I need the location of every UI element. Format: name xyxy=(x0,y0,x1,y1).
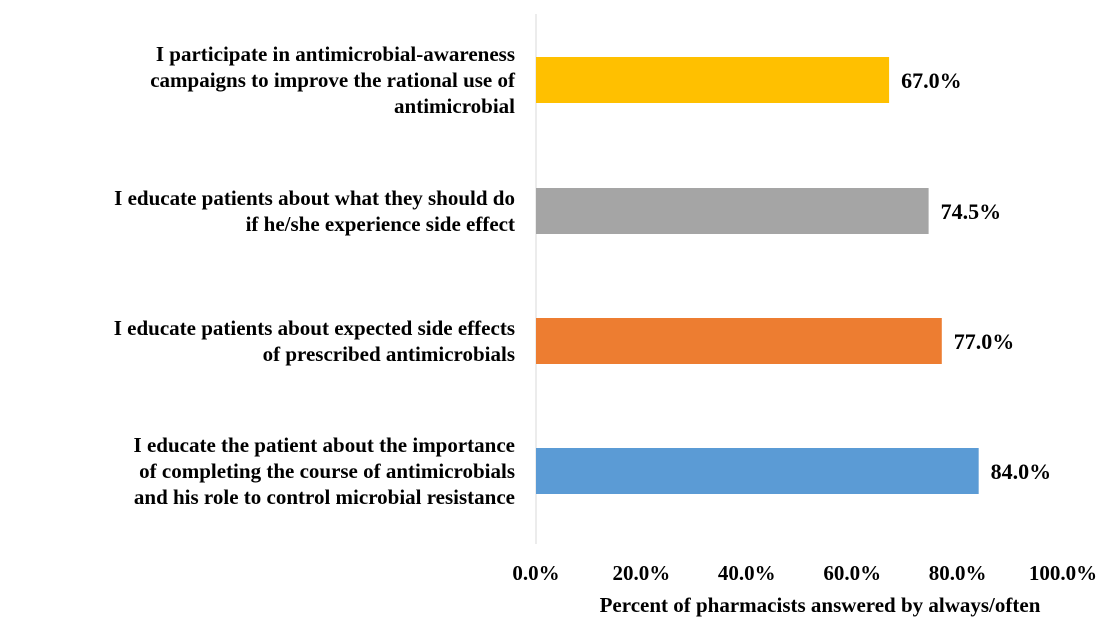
bar xyxy=(536,318,942,364)
category-label: I educate the patient about the importan… xyxy=(134,433,515,509)
data-label: 84.0% xyxy=(991,459,1051,484)
x-tick-label: 80.0% xyxy=(929,561,987,585)
category-label: I participate in antimicrobial-awareness… xyxy=(150,42,516,118)
data-label: 67.0% xyxy=(901,68,962,93)
bar xyxy=(536,57,890,103)
bar xyxy=(536,448,979,494)
x-tick-label: 100.0% xyxy=(1029,561,1097,585)
x-tick-label: 0.0% xyxy=(512,561,559,585)
bar xyxy=(536,188,929,234)
data-label: 74.5% xyxy=(941,199,1002,224)
x-axis-title: Percent of pharmacists answered by alway… xyxy=(600,593,1041,617)
category-label: I educate patients about what they shoul… xyxy=(114,186,515,236)
category-label: I educate patients about expected side e… xyxy=(114,316,515,366)
x-tick-label: 60.0% xyxy=(823,561,881,585)
data-label: 77.0% xyxy=(954,329,1015,354)
x-tick-label: 20.0% xyxy=(613,561,671,585)
x-tick-label: 40.0% xyxy=(718,561,776,585)
